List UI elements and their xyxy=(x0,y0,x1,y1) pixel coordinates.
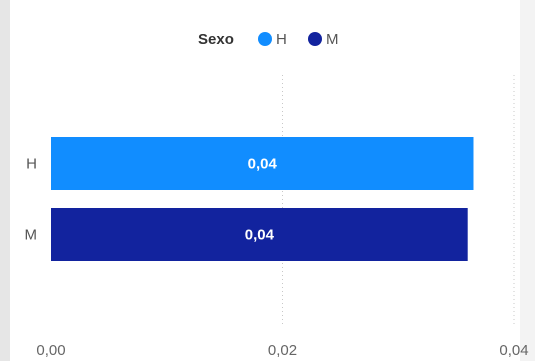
gridlines xyxy=(282,75,515,325)
panel-edge xyxy=(520,0,535,361)
data-label-h: 0,04 xyxy=(248,156,278,173)
x-tick-label-2: 0,04 xyxy=(499,342,528,359)
category-label-m: M xyxy=(25,227,38,244)
bars: 0,04 0,04 xyxy=(51,137,474,261)
x-axis: 0,00 0,02 0,04 xyxy=(36,342,528,359)
legend[interactable]: Sexo H M xyxy=(198,31,339,48)
bar-m xyxy=(51,208,468,261)
category-label-h: H xyxy=(26,156,37,173)
y-axis: HM xyxy=(25,156,38,244)
legend-label-m: M xyxy=(326,31,339,48)
legend-marker-h xyxy=(258,32,272,46)
bar-h xyxy=(51,137,474,190)
x-tick-label-1: 0,02 xyxy=(268,342,297,359)
data-label-m: 0,04 xyxy=(245,227,275,244)
legend-title: Sexo xyxy=(198,31,234,48)
legend-label-h: H xyxy=(276,31,287,48)
x-tick-label-0: 0,00 xyxy=(36,342,65,359)
legend-marker-m xyxy=(308,32,322,46)
